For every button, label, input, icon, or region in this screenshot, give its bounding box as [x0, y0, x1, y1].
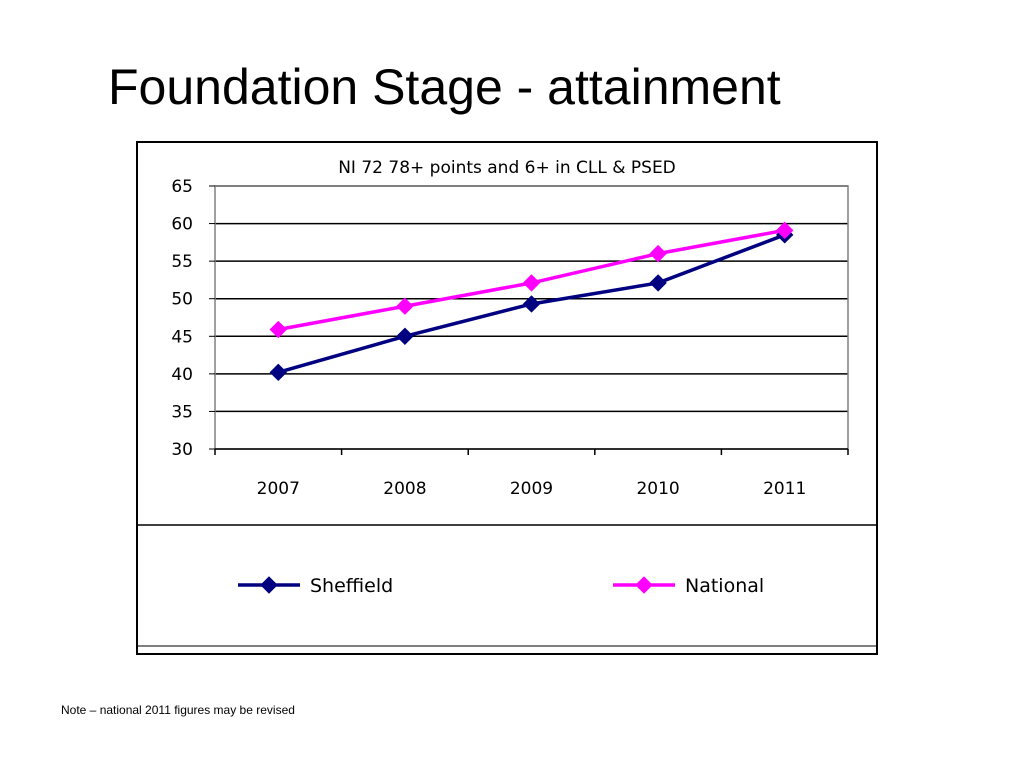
series-sheffield — [269, 226, 794, 382]
x-tick-label: 2009 — [510, 479, 553, 499]
data-point — [269, 320, 288, 339]
legend-item-sheffield: Sheffield — [238, 575, 393, 597]
legend-item-national: National — [613, 575, 764, 597]
legend-label: Sheffield — [310, 575, 393, 597]
legend-label: National — [685, 575, 764, 597]
y-tick-label: 60 — [171, 215, 193, 235]
y-tick-label: 35 — [171, 402, 193, 422]
axes: 30 35 40 45 50 55 60 65 2007 2008 2009 2010 2011 — [171, 177, 849, 499]
data-point — [396, 327, 414, 345]
data-point — [649, 244, 667, 263]
data-point — [522, 274, 541, 292]
legend-marker — [260, 576, 278, 594]
chart-title: NI 72 78+ points and 6+ in CLL & PSED — [338, 158, 676, 178]
footnote: Note – national 2011 figures may be revi… — [61, 703, 295, 717]
y-tick-label: 30 — [171, 440, 193, 460]
y-tick-label: 65 — [171, 177, 193, 197]
series-national — [269, 221, 794, 339]
legend: Sheffield National — [238, 575, 764, 597]
series — [269, 221, 794, 382]
x-tick-label: 2007 — [257, 479, 300, 499]
legend-marker — [635, 576, 653, 594]
data-point — [522, 295, 541, 313]
data-point — [775, 221, 794, 240]
y-tick-label: 40 — [171, 365, 193, 385]
x-tick-label: 2010 — [636, 479, 679, 499]
y-tick-label: 50 — [171, 290, 193, 310]
chart-frame — [136, 141, 878, 655]
data-point — [269, 363, 288, 382]
y-tick-label: 45 — [171, 327, 193, 347]
data-point — [649, 274, 667, 292]
x-tick-label: 2011 — [763, 479, 806, 499]
x-tick-label: 2008 — [383, 479, 426, 499]
data-point — [396, 297, 414, 315]
y-tick-label: 55 — [171, 252, 193, 272]
slide-title: Foundation Stage - attainment — [108, 59, 781, 115]
